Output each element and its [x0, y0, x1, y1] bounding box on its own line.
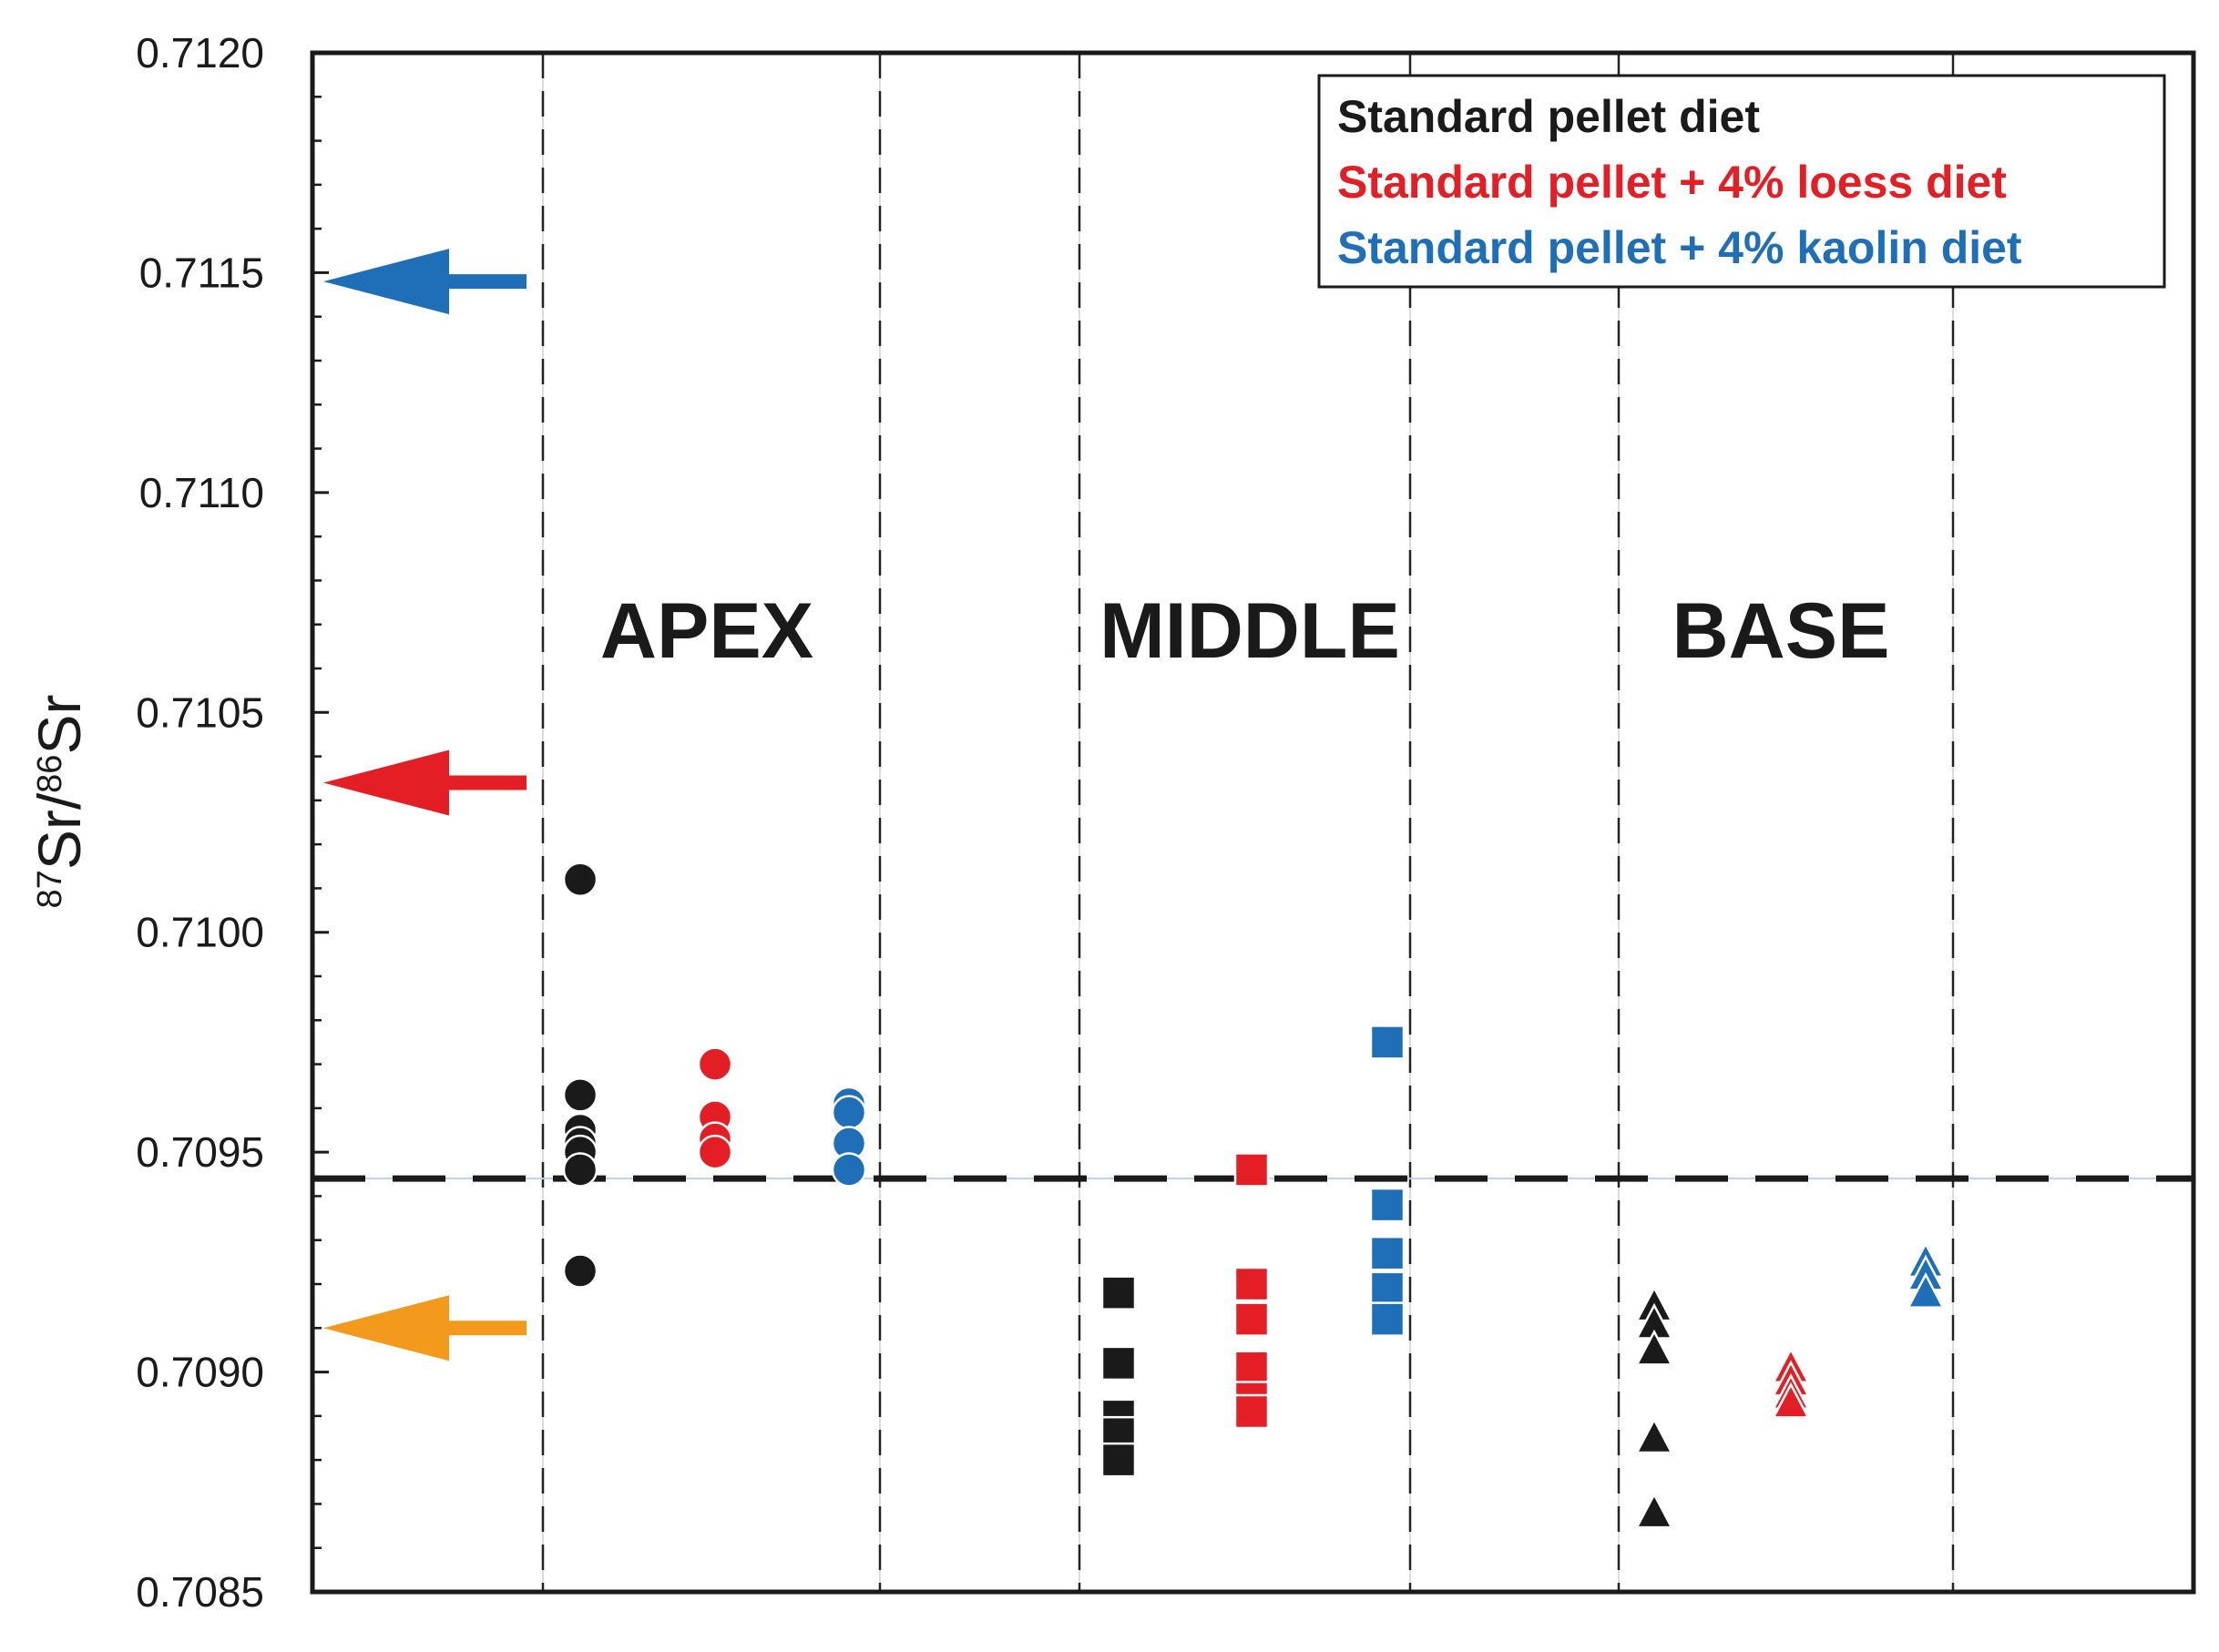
data-point-middle-square — [1233, 1266, 1270, 1302]
legend-entry-kaolin: Standard pellet + 4% kaolin diet — [1337, 222, 2022, 273]
y-axis-label-part1: Sr/ — [26, 792, 93, 870]
data-point-base-triangle — [1906, 1271, 1946, 1309]
y-tick-label: 0.7120 — [136, 29, 264, 76]
data-point-middle-square — [1233, 1350, 1270, 1385]
section-label-middle: MIDDLE — [1099, 587, 1400, 675]
data-point-apex-circle — [562, 1152, 598, 1188]
data-point-base-triangle — [1771, 1382, 1811, 1419]
y-axis-label-sup2: 86 — [31, 755, 69, 793]
data-point-middle-square — [1369, 1025, 1406, 1060]
data-point-middle-square — [1369, 1187, 1406, 1223]
data-point-base-triangle — [1634, 1417, 1674, 1454]
data-point-middle-square — [1369, 1270, 1406, 1307]
y-axis-label-part2: Sr — [26, 695, 93, 755]
arrow-orange — [323, 1295, 527, 1361]
arrow-blue — [323, 249, 527, 315]
plot-frame — [310, 50, 2196, 1595]
data-point-middle-square — [1369, 1235, 1406, 1271]
data-point-apex-circle — [697, 1134, 733, 1170]
data-point-middle-square — [1369, 1301, 1406, 1337]
y-tick-label: 0.7090 — [136, 1349, 264, 1396]
data-point-middle-square — [1233, 1152, 1270, 1188]
legend-entry-loess: Standard pellet + 4% loess diet — [1337, 157, 2007, 208]
data-point-apex-circle — [831, 1152, 867, 1188]
data-point-apex-circle — [697, 1046, 733, 1082]
data-point-middle-square — [1233, 1301, 1270, 1337]
data-point-base-triangle — [1634, 1329, 1674, 1366]
data-point-middle-square — [1100, 1345, 1137, 1382]
legend-entry-standard: Standard pellet diet — [1337, 91, 1760, 142]
y-axis-label: 87Sr/86Sr — [26, 695, 93, 909]
y-tick-label: 0.7110 — [139, 469, 264, 516]
data-point-apex-circle — [562, 862, 598, 898]
data-point-base-triangle — [1634, 1492, 1674, 1529]
y-axis-label-sup1: 87 — [31, 870, 69, 908]
section-label-base: BASE — [1672, 587, 1890, 675]
arrow-red — [323, 750, 527, 816]
y-tick-label: 0.7095 — [136, 1128, 264, 1176]
data-point-apex-circle — [562, 1253, 598, 1289]
y-tick-label: 0.7105 — [136, 688, 264, 736]
data-point-apex-circle — [831, 1095, 867, 1130]
data-point-middle-square — [1233, 1393, 1270, 1430]
data-point-apex-circle — [562, 1077, 598, 1113]
section-label-apex: APEX — [600, 587, 813, 675]
plot-area: 0.7120 0.7115 0.7110 0.7105 0.7100 0.7095 0.70… — [136, 29, 2196, 1616]
data-point-middle-square — [1100, 1275, 1137, 1310]
y-tick-label: 0.7085 — [136, 1568, 264, 1616]
y-tick-label: 0.7115 — [139, 249, 264, 296]
legend: Standard pellet diet Standard pellet + 4… — [1317, 74, 2166, 289]
legend-box — [1317, 74, 2166, 289]
data-point-middle-square — [1100, 1442, 1137, 1478]
y-tick-label: 0.7100 — [136, 909, 264, 956]
